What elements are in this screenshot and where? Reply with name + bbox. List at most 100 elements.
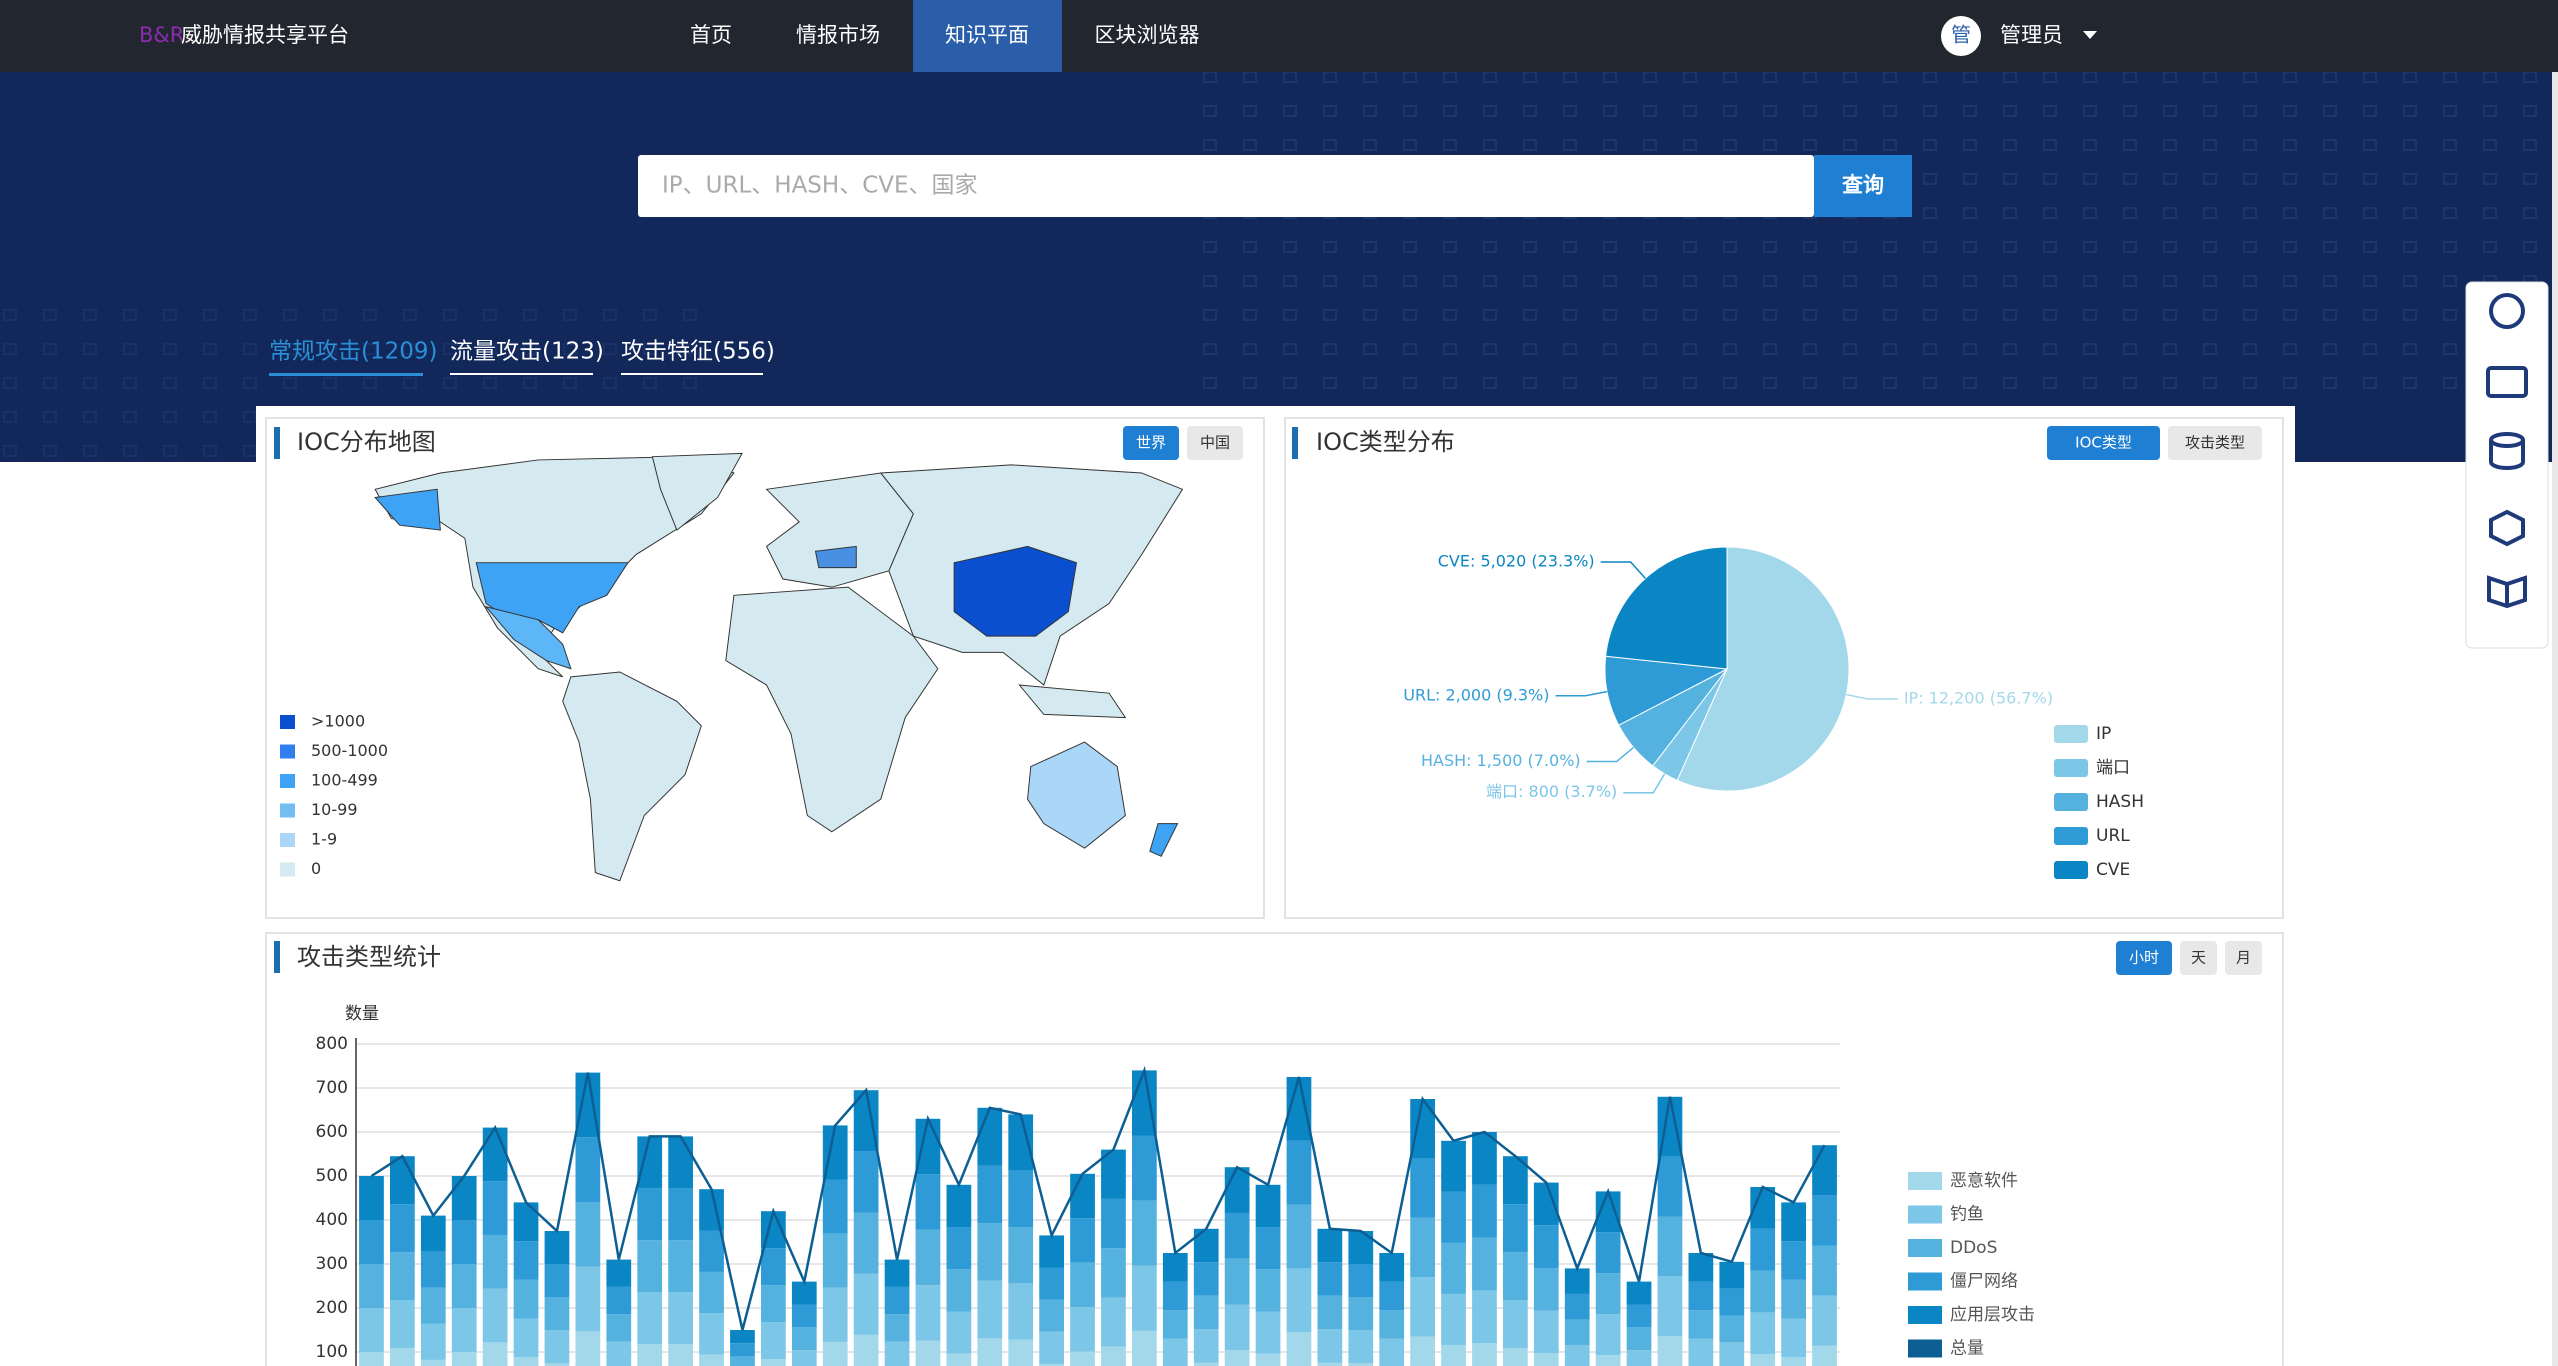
bar-segment[interactable] — [1101, 1297, 1126, 1347]
toggle-button[interactable] — [2180, 941, 2217, 975]
bar-segment[interactable] — [1533, 1225, 1559, 1268]
bar-segment[interactable] — [544, 1363, 570, 1366]
bar-segment[interactable] — [1503, 1204, 1528, 1253]
country[interactable] — [953, 545, 1078, 637]
bar-segment[interactable] — [1472, 1237, 1497, 1291]
bar-segment[interactable] — [637, 1240, 663, 1293]
bar-segment[interactable] — [1317, 1228, 1343, 1263]
search-button[interactable] — [1814, 155, 1912, 217]
toggle-button[interactable] — [2225, 941, 2262, 975]
bar-segment[interactable] — [699, 1230, 724, 1272]
bar-segment[interactable] — [1533, 1310, 1559, 1354]
bar-segment[interactable] — [575, 1331, 601, 1366]
bar-segment[interactable] — [451, 1220, 477, 1264]
bar-segment[interactable] — [1039, 1235, 1064, 1268]
bar-segment[interactable] — [1410, 1217, 1435, 1278]
bar-segment[interactable] — [606, 1286, 632, 1315]
bar-segment[interactable] — [1193, 1329, 1219, 1363]
bar-segment[interactable] — [1595, 1273, 1621, 1315]
bar-segment[interactable] — [1812, 1195, 1837, 1246]
bar-segment[interactable] — [1595, 1355, 1621, 1366]
country[interactable] — [651, 452, 743, 531]
nav-item[interactable]: 情报市场 — [796, 23, 880, 47]
bar-segment[interactable] — [637, 1292, 663, 1345]
bar-segment[interactable] — [791, 1304, 817, 1328]
bar-segment[interactable] — [1224, 1258, 1250, 1305]
bar-segment[interactable] — [1812, 1245, 1837, 1296]
bar-segment[interactable] — [1472, 1343, 1497, 1366]
bar-segment[interactable] — [1070, 1173, 1095, 1219]
bar-segment[interactable] — [915, 1285, 941, 1341]
nav-item[interactable]: 知识平面 — [945, 23, 1029, 47]
bar-segment[interactable] — [946, 1227, 972, 1270]
toggle-button[interactable] — [2168, 426, 2262, 460]
bar-segment[interactable] — [853, 1273, 879, 1335]
nav-item[interactable]: 区块浏览器 — [1095, 23, 1200, 47]
bar-segment[interactable] — [1255, 1227, 1281, 1270]
bar-segment[interactable] — [1070, 1307, 1095, 1352]
bar-segment[interactable] — [1503, 1300, 1528, 1349]
bar-segment[interactable] — [1595, 1232, 1621, 1274]
avatar[interactable] — [1941, 16, 1981, 56]
bar-segment[interactable] — [606, 1314, 632, 1342]
bar-segment[interactable] — [1657, 1156, 1683, 1217]
bar-segment[interactable] — [1472, 1132, 1497, 1185]
bar-segment[interactable] — [1750, 1228, 1776, 1271]
bar-segment[interactable] — [699, 1313, 724, 1355]
bar-segment[interactable] — [606, 1341, 632, 1366]
bar-segment[interactable] — [1626, 1281, 1652, 1305]
bar-segment[interactable] — [513, 1202, 539, 1242]
bar-segment[interactable] — [1781, 1202, 1806, 1242]
bar-segment[interactable] — [1101, 1346, 1126, 1366]
bar-segment[interactable] — [699, 1354, 724, 1366]
bar-segment[interactable] — [668, 1292, 693, 1345]
bar-segment[interactable] — [791, 1281, 817, 1305]
bar-segment[interactable] — [1162, 1253, 1188, 1282]
bar-segment[interactable] — [1719, 1261, 1745, 1289]
bar-segment[interactable] — [730, 1330, 755, 1344]
bar-segment[interactable] — [1193, 1262, 1219, 1296]
bar-segment[interactable] — [977, 1223, 1003, 1281]
bar-segment[interactable] — [1255, 1269, 1281, 1312]
bar-segment[interactable] — [513, 1357, 539, 1366]
bar-segment[interactable] — [1781, 1279, 1806, 1319]
bar-segment[interactable] — [1008, 1170, 1034, 1228]
bar-segment[interactable] — [1688, 1310, 1714, 1339]
bar-segment[interactable] — [1255, 1311, 1281, 1354]
bar-segment[interactable] — [1503, 1252, 1528, 1301]
bar-segment[interactable] — [451, 1176, 477, 1220]
bar-segment[interactable] — [1286, 1204, 1312, 1269]
bar-segment[interactable] — [1348, 1363, 1374, 1366]
bar-segment[interactable] — [1657, 1276, 1683, 1337]
bar-segment[interactable] — [1750, 1270, 1776, 1313]
bar-segment[interactable] — [853, 1151, 879, 1213]
bar-segment[interactable] — [1688, 1253, 1714, 1282]
dropdown-caret[interactable] — [2083, 31, 2097, 39]
bar-segment[interactable] — [1564, 1293, 1590, 1320]
bar-segment[interactable] — [1039, 1299, 1064, 1332]
bar-segment[interactable] — [1039, 1363, 1064, 1366]
bar-segment[interactable] — [730, 1356, 755, 1366]
blocks-icon[interactable] — [2489, 509, 2525, 547]
bar-segment[interactable] — [1441, 1344, 1466, 1366]
bar-segment[interactable] — [1812, 1345, 1837, 1366]
bar-segment[interactable] — [761, 1248, 786, 1286]
bar-segment[interactable] — [884, 1259, 910, 1287]
country[interactable] — [1149, 823, 1179, 857]
bar-segment[interactable] — [1503, 1348, 1528, 1366]
bar-segment[interactable] — [1410, 1158, 1435, 1218]
bar-segment[interactable] — [1193, 1228, 1219, 1263]
bar-segment[interactable] — [1812, 1295, 1837, 1346]
bar-segment[interactable] — [1781, 1241, 1806, 1280]
bar-segment[interactable] — [1626, 1304, 1652, 1328]
bar-segment[interactable] — [946, 1269, 972, 1312]
search-input[interactable] — [638, 155, 1814, 217]
bar-segment[interactable] — [822, 1179, 848, 1234]
bar-segment[interactable] — [1224, 1304, 1250, 1351]
bar-segment[interactable] — [822, 1287, 848, 1342]
bar-segment[interactable] — [699, 1271, 724, 1314]
bar-segment[interactable] — [1781, 1357, 1806, 1366]
bar-segment[interactable] — [637, 1188, 663, 1241]
bar-segment[interactable] — [946, 1311, 972, 1354]
bar-segment[interactable] — [575, 1201, 601, 1267]
